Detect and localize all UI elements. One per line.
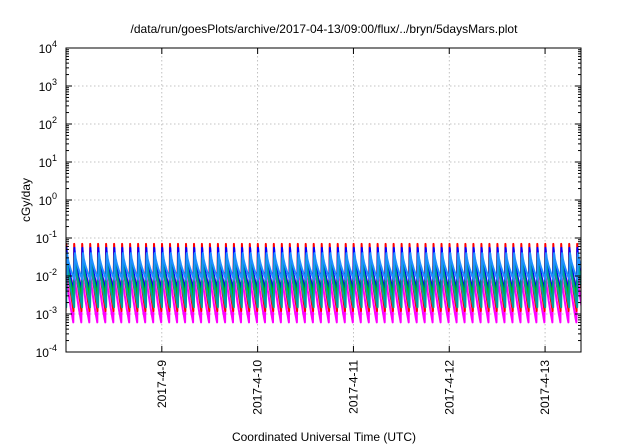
y-tick-label: 103 bbox=[39, 77, 57, 94]
x-axis-label: Coordinated Universal Time (UTC) bbox=[232, 430, 416, 444]
y-ticks: 10-4 10-3 10-2 10-1 100 101 102 103 104 bbox=[36, 39, 581, 360]
y-tick-label: 100 bbox=[39, 191, 57, 208]
series-lines bbox=[66, 242, 581, 324]
x-tick-label: 2017-4-13 bbox=[538, 360, 552, 415]
x-tick-label: 2017-4-10 bbox=[251, 360, 265, 415]
y-tick-label: 101 bbox=[39, 153, 57, 170]
series-line bbox=[66, 252, 581, 281]
x-tick-label: 2017-4-11 bbox=[346, 360, 360, 414]
y-tick-label: 10-2 bbox=[36, 267, 57, 284]
y-tick-label: 10-4 bbox=[36, 343, 57, 360]
x-tick-label: 2017-4-12 bbox=[442, 360, 456, 415]
y-axis-label: cGy/day bbox=[19, 178, 33, 222]
y-tick-label: 10-3 bbox=[36, 305, 57, 322]
chart-title: /data/run/goesPlots/archive/2017-04-13/0… bbox=[131, 22, 519, 36]
y-tick-label: 10-1 bbox=[36, 229, 57, 246]
x-tick-label: 2017-4-9 bbox=[155, 360, 169, 408]
plot-frame bbox=[65, 47, 582, 353]
x-ticks: 2017-4-9 2017-4-10 2017-4-11 2017-4-12 2017-… bbox=[155, 48, 552, 415]
y-tick-label: 104 bbox=[39, 39, 57, 56]
series-line bbox=[66, 254, 581, 309]
y-tick-label: 102 bbox=[39, 115, 57, 132]
